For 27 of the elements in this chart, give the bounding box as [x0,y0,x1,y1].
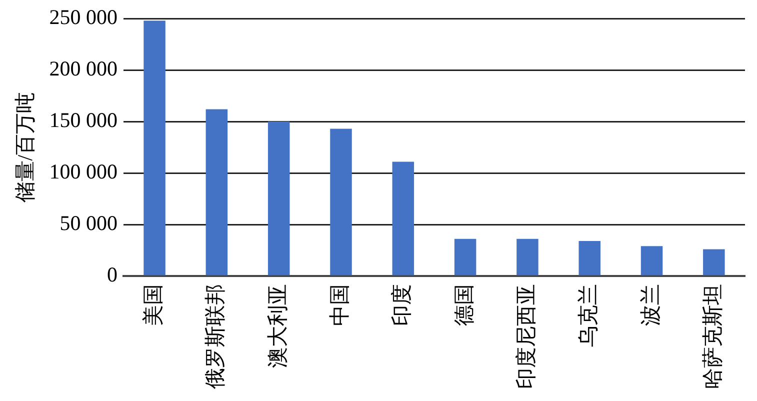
y-tick-label: 100 000 [49,160,118,184]
bar [454,238,476,276]
y-tick-label: 0 [106,262,118,287]
x-tick-label: 印度 [390,284,414,326]
bar [144,20,166,276]
bar [578,240,600,276]
x-tick-label: 乌克兰 [576,284,600,347]
x-tick-label: 波兰 [638,284,662,326]
x-tick-label: 印度尼西亚 [514,284,538,389]
x-tick-label: 澳大利亚 [265,284,290,368]
y-tick-label: 150 000 [49,108,118,132]
bar [268,122,290,276]
bar [392,162,414,276]
bar [640,246,663,276]
y-tick-label: 50 000 [60,211,118,236]
bar [330,128,352,276]
x-tick-label: 俄罗斯联邦 [203,284,228,389]
x-tick-label: 中国 [328,284,352,326]
x-tick-label: 美国 [141,284,166,326]
x-tick-label: 德国 [452,284,476,326]
y-tick-label: 200 000 [49,56,118,81]
bar [703,249,725,276]
y-tick-label: 250 000 [49,5,118,30]
bar [516,238,538,276]
x-tick-label: 哈萨克斯坦 [700,284,724,389]
y-axis-title: 储量/百万吨 [13,92,38,203]
bar [206,109,228,276]
